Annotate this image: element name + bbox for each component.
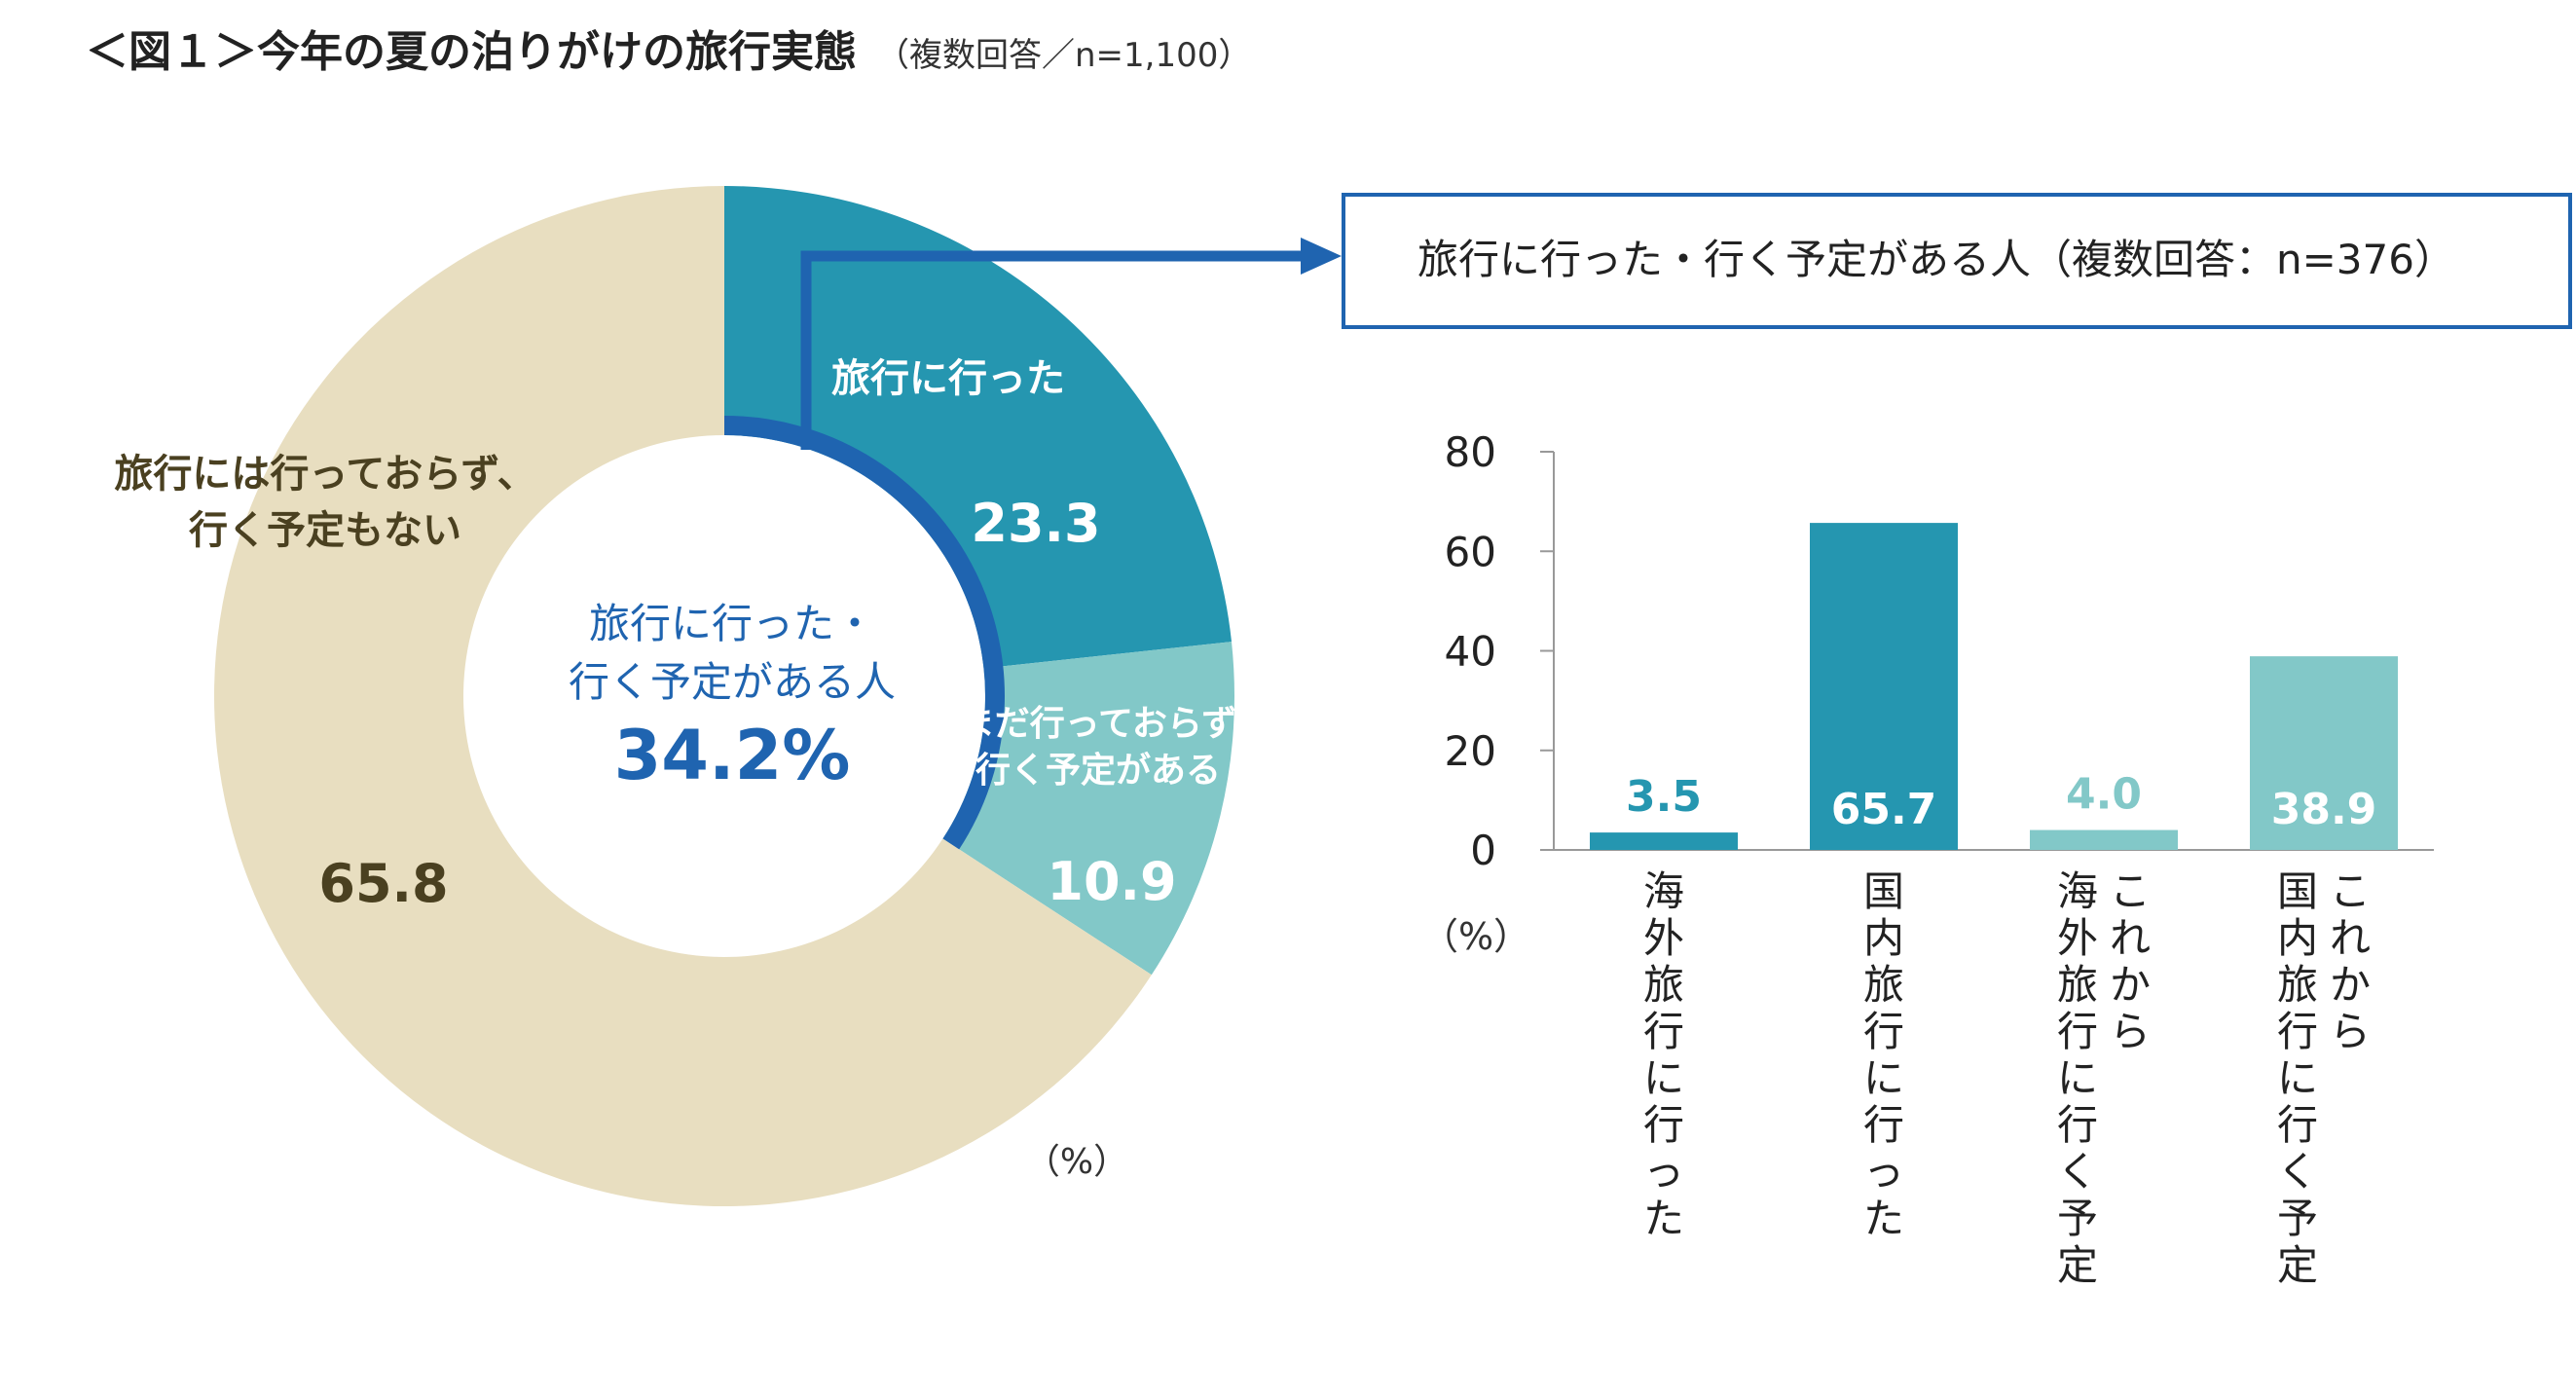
bar [1810, 523, 1958, 850]
x-category-label-char: た [1643, 1195, 1684, 1242]
donut-data-label: 23.3 [971, 493, 1100, 554]
x-category-label-char: 予 [2057, 1195, 2098, 1242]
donut-slice-label: 旅行には行っておらず、 [114, 452, 535, 497]
bar [2250, 656, 2398, 850]
callout-line [800, 250, 1303, 450]
x-category-label-char: 行 [1643, 1101, 1684, 1149]
x-category-label-char: 行 [2277, 1008, 2318, 1055]
x-category-label-char: た [1863, 1195, 1904, 1242]
x-category-label-char: っ [1863, 1148, 1904, 1196]
x-category-label-char: こ [2110, 867, 2151, 915]
x-category-label-char: 内 [2277, 914, 2318, 962]
donut-center-label: 行く予定がある人 [569, 658, 896, 706]
donut-slice [942, 642, 1234, 976]
donut-slice-label: 行く予定がある [975, 751, 1221, 791]
x-category-label-char: 旅 [2057, 961, 2098, 1009]
bar-chart: 020406080（%）3.5海外旅行に行った65.7国内旅行に行った4.0これ… [1421, 428, 2434, 1289]
bar [1590, 832, 1738, 850]
x-category-label-char: 旅 [2277, 961, 2318, 1009]
x-category-label-char: 国 [1863, 867, 1904, 915]
bar [2030, 829, 2178, 850]
x-category-label-char: ら [2110, 1008, 2151, 1055]
bar-chart-title-box [1342, 193, 2572, 329]
bar-data-label: 38.9 [2271, 785, 2377, 834]
x-category-label-char: れ [2330, 914, 2371, 962]
x-category-label-char: く [2277, 1148, 2318, 1196]
x-category-label-char: こ [2330, 867, 2371, 915]
x-category-label-char: 内 [1863, 914, 1904, 962]
x-category-label-char: ら [2330, 1008, 2371, 1055]
x-category-label-char: に [2057, 1054, 2098, 1102]
x-category-label-char: か [2330, 961, 2371, 1009]
y-axis-label: （%） [1421, 915, 1530, 958]
x-category-label-char: 行 [1643, 1008, 1684, 1055]
x-category-label-char: 旅 [1643, 961, 1684, 1009]
donut-data-label: 65.8 [318, 853, 448, 914]
x-category-label-char: 行 [2277, 1101, 2318, 1149]
x-category-label-char: 行 [2057, 1101, 2098, 1149]
y-tick-label: 60 [1445, 528, 1496, 575]
x-category-label-char: に [1863, 1054, 1904, 1102]
callout-arrowhead [1301, 238, 1342, 275]
x-category-label-char: か [2110, 961, 2151, 1009]
x-category-label-char: に [1643, 1054, 1684, 1102]
x-category-label-char: に [2277, 1054, 2318, 1102]
chart-title: ＜図１＞今年の夏の泊りがけの旅行実態 [86, 27, 857, 77]
donut-slice-label: まだ行っておらず [960, 704, 1236, 744]
donut-data-label: 10.9 [1047, 851, 1176, 912]
x-category-label-char: 海 [1643, 867, 1684, 915]
donut-center-value: 34.2% [614, 716, 851, 795]
bar-chart-title: 旅行に行った・行く予定がある人（複数回答：n=376） [1417, 236, 2455, 283]
y-tick-label: 40 [1445, 628, 1496, 676]
y-tick-label: 0 [1470, 827, 1496, 874]
bar-data-label: 3.5 [1626, 772, 1702, 822]
y-tick-label: 20 [1445, 727, 1496, 775]
x-category-label-char: く [2057, 1148, 2098, 1196]
donut-slice [213, 186, 1152, 1206]
bar-data-label: 65.7 [1831, 785, 1937, 834]
x-category-label-char: 予 [2277, 1195, 2318, 1242]
x-category-label-char: 外 [2057, 914, 2098, 962]
x-category-label-char: 海 [2057, 867, 2098, 915]
x-category-label-char: 旅 [1863, 961, 1904, 1009]
donut-slice-label: 旅行に行った [831, 356, 1065, 401]
y-tick-label: 80 [1445, 428, 1496, 476]
callout-arrow [800, 238, 1342, 450]
x-category-label-char: 定 [2057, 1241, 2098, 1289]
donut-unit-label: （%） [1025, 1142, 1128, 1182]
x-category-label-char: 行 [1863, 1008, 1904, 1055]
x-category-label-char: 行 [2057, 1008, 2098, 1055]
x-category-label-char: 外 [1643, 914, 1684, 962]
donut-slice-label: 行く予定もない [189, 508, 461, 553]
x-category-label-char: 定 [2277, 1241, 2318, 1289]
chart-subtitle: （複数回答／n=1,100） [876, 36, 1251, 75]
x-category-label-char: れ [2110, 914, 2151, 962]
x-category-label-char: 行 [1863, 1101, 1904, 1149]
x-category-label-char: っ [1643, 1148, 1684, 1196]
donut-slice [724, 186, 1233, 669]
x-category-label-char: 国 [2277, 867, 2318, 915]
bar-data-label: 4.0 [2066, 770, 2142, 820]
donut-center-label: 旅行に行った・ [589, 600, 875, 647]
